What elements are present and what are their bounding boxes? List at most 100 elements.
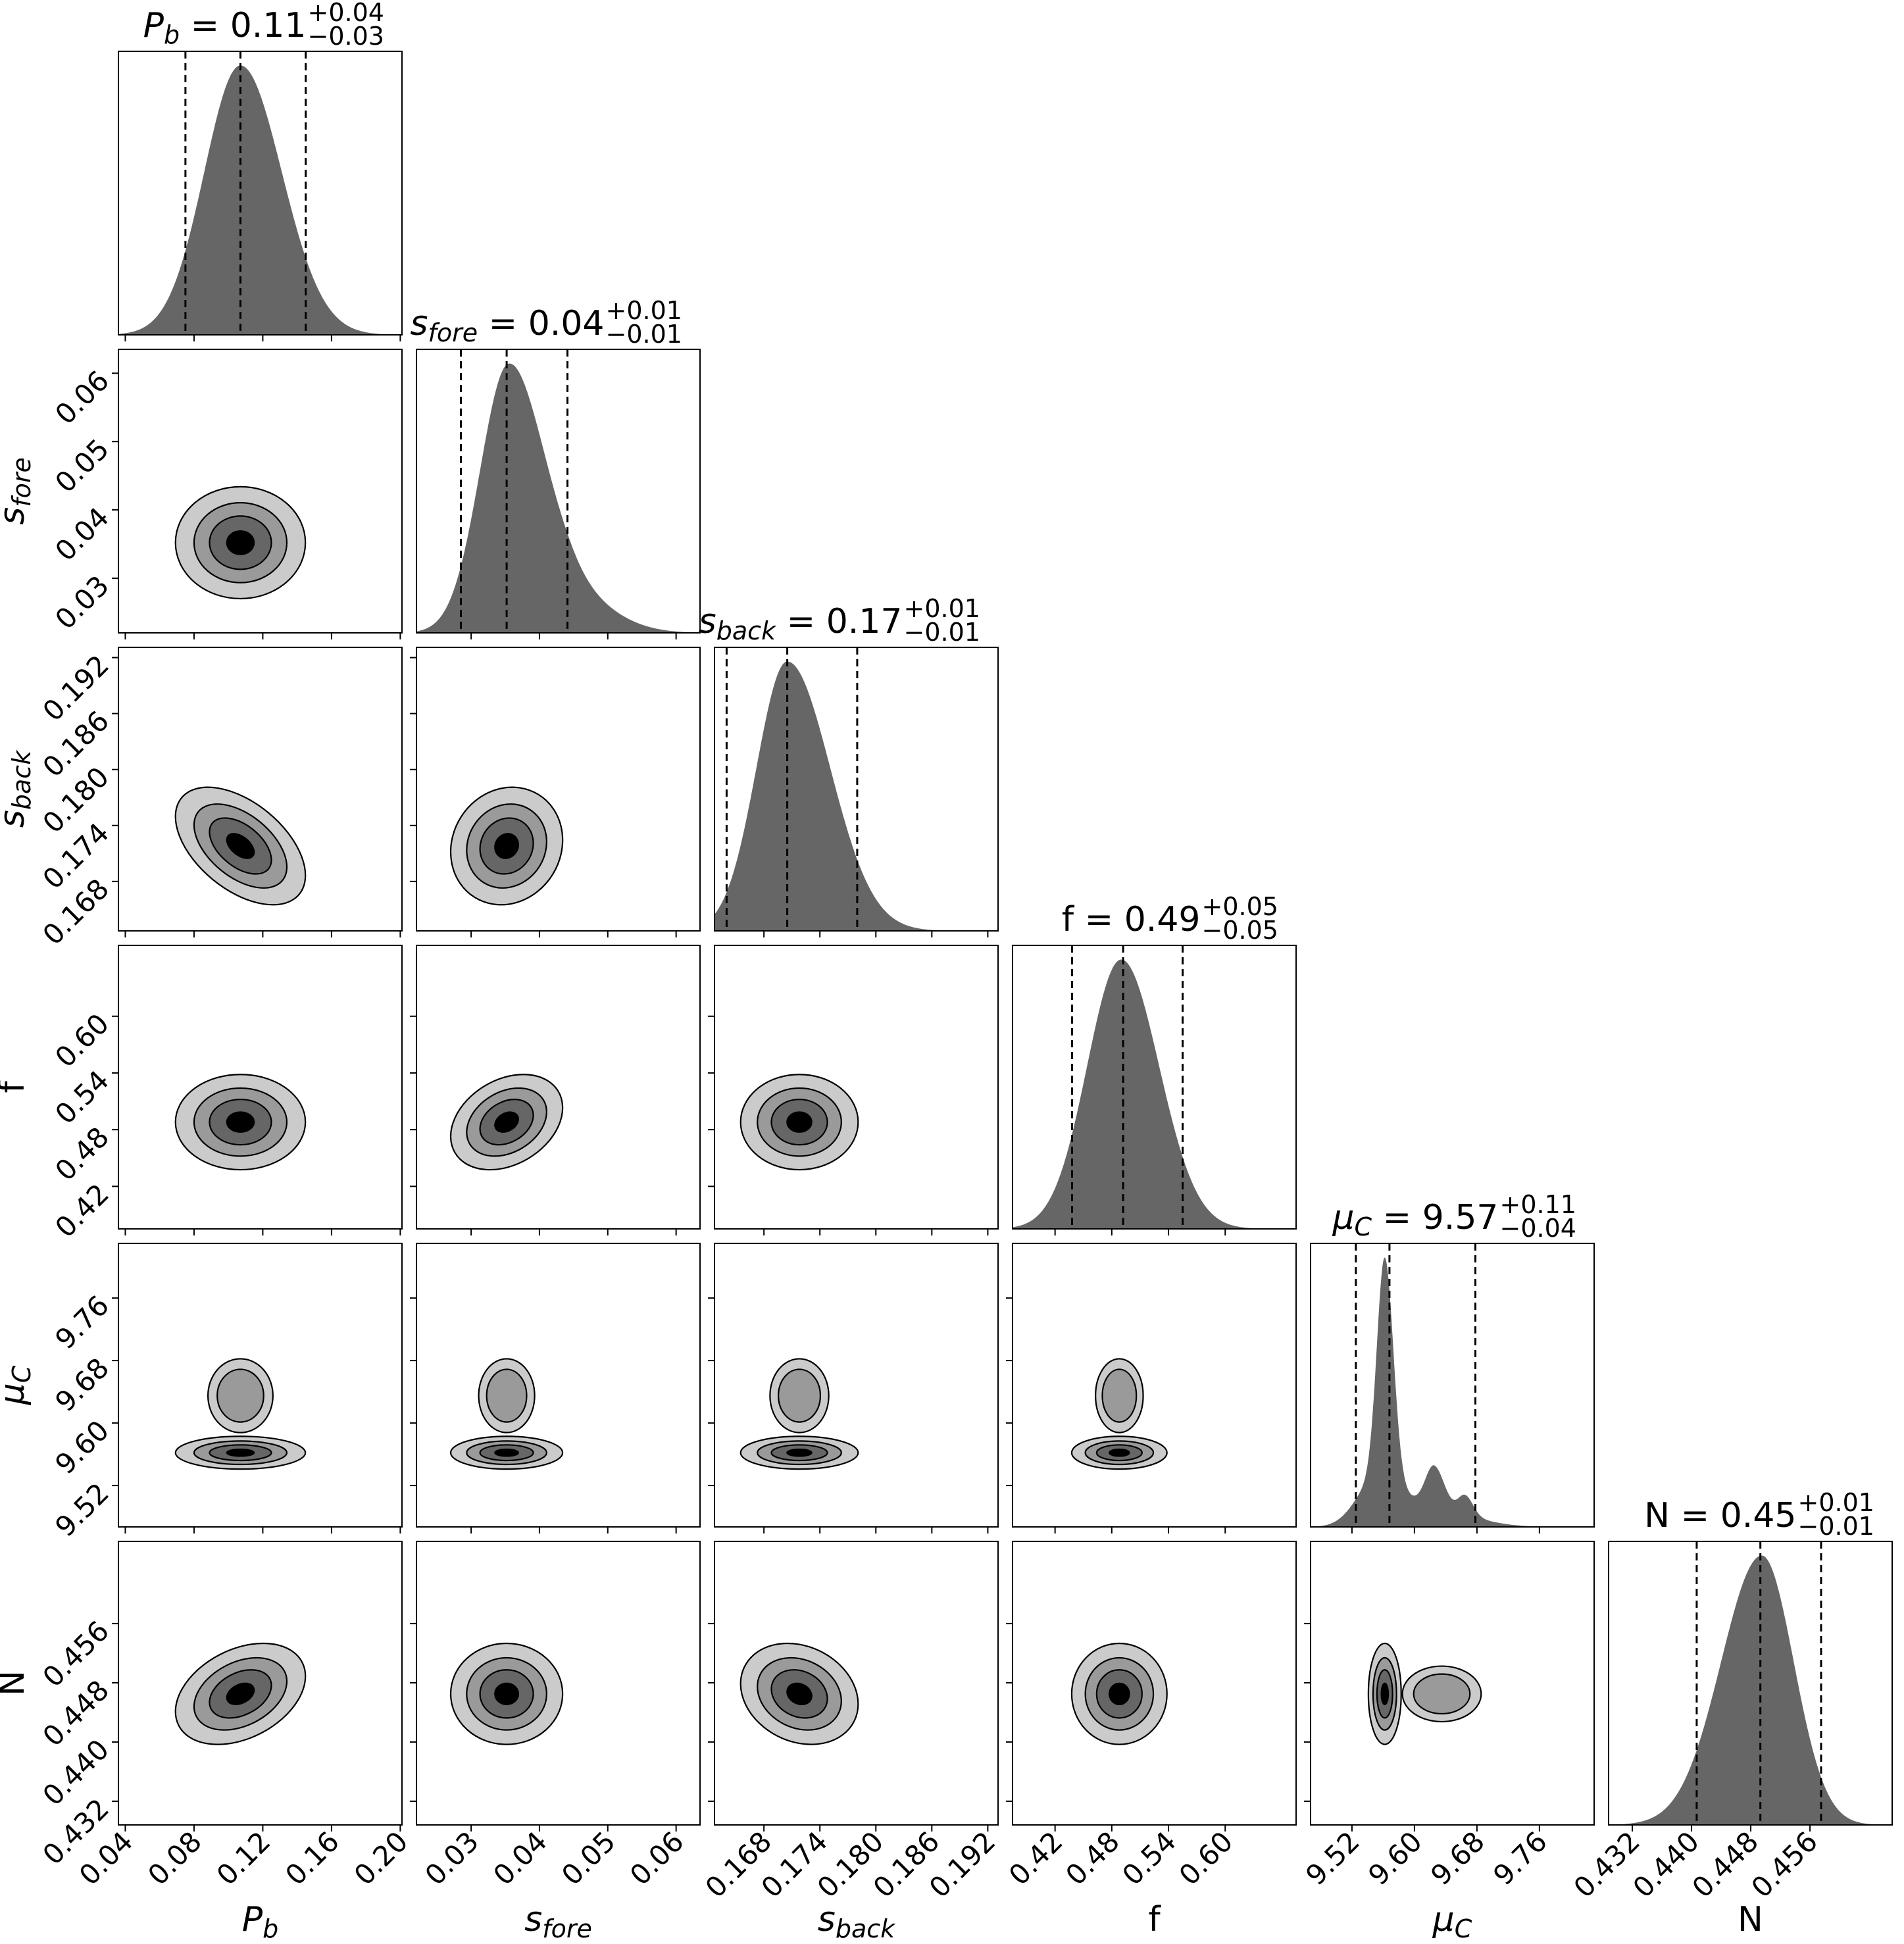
panel-plot-area: [739, 1074, 859, 1171]
x-tick-label: 0.08: [141, 1825, 208, 1891]
panel-plot-area: [449, 786, 564, 906]
x-tick-label: 0.48: [1059, 1825, 1126, 1891]
title-equals: =: [1670, 1496, 1720, 1535]
x-tick-label: 0.03: [418, 1825, 485, 1891]
contour-level-4: [786, 1111, 813, 1133]
axis-label-subscript: fore: [7, 457, 36, 507]
contour-level-4: [226, 1111, 255, 1133]
panel-frame: [416, 945, 701, 1230]
title-upper-error: +0.01: [1798, 1488, 1874, 1517]
contour-panel-Pb-vs-muC: [112, 1243, 403, 1533]
panel-frame: [1012, 1541, 1297, 1826]
panel-frame: [416, 349, 701, 634]
contour-panel-sback-vs-N: [708, 1541, 999, 1832]
x-tick-label: 0.16: [279, 1825, 345, 1891]
title-equals: =: [1372, 1198, 1422, 1237]
title-subscript: C: [1355, 1212, 1372, 1241]
panel-frame: [1012, 1243, 1297, 1528]
title-value: 0.11: [230, 6, 307, 45]
panel-frame: [118, 349, 403, 634]
contour-level-4: [494, 1111, 520, 1133]
contour-level-4: [1109, 1682, 1130, 1706]
histogram-fill: [714, 661, 998, 931]
title-upper-error: +0.01: [606, 296, 682, 325]
panel-title: μC = 9.57: [1332, 1198, 1498, 1241]
contour-level-4: [226, 1448, 255, 1457]
histogram-panel-Pb: Pb = 0.11 +0.04−0.03: [118, 0, 403, 341]
contour-level-4: [786, 1682, 813, 1706]
contour-level-4: [1380, 1682, 1390, 1706]
panel-title: f = 0.49: [1062, 900, 1201, 939]
title-subscript: b: [164, 20, 180, 49]
axis-label-subscript: C: [1455, 1914, 1472, 1943]
panel-plot-area: [174, 786, 307, 906]
y-tick-label: 0.03: [49, 569, 115, 636]
panel-plot-area: [118, 51, 402, 335]
title-lower-error: −0.01: [1798, 1512, 1874, 1541]
y-tick-label: 0.54: [49, 1064, 115, 1130]
y-axis-label-sfore: sfore: [0, 457, 36, 525]
panel-plot-area: [1367, 1642, 1482, 1745]
contour-panel-Pb-vs-N: [112, 1541, 403, 1832]
axis-label-symbol: s: [0, 507, 32, 525]
contour-level-4: [1109, 1448, 1130, 1457]
panel-plot-area: [449, 1358, 564, 1470]
title-lower-error: −0.01: [606, 320, 682, 349]
panel-frame: [118, 51, 403, 336]
x-tick-label: 9.60: [1362, 1825, 1428, 1891]
panel-frame: [1310, 1541, 1595, 1826]
title-value: 0.45: [1720, 1496, 1797, 1535]
title-lower-error: −0.05: [1202, 916, 1278, 945]
panel-plot-area: [449, 1074, 564, 1171]
x-tick-label: 0.54: [1116, 1825, 1182, 1891]
panel-frame: [714, 1541, 999, 1826]
histogram-panel-N: N = 0.45 +0.01−0.01: [1608, 1488, 1893, 1832]
contour-level-4: [494, 1682, 520, 1706]
contour-level-secondary: [1101, 1368, 1138, 1423]
y-tick-label: 0.48: [49, 1121, 115, 1187]
x-axis-label-sfore: sfore: [524, 1900, 592, 1943]
title-value: 0.04: [528, 304, 605, 343]
contour-panel-sfore-vs-sback: [410, 647, 701, 937]
contour-level-4: [786, 1448, 813, 1457]
y-axis-label-N: N: [0, 1670, 32, 1696]
title-subscript: fore: [428, 318, 478, 347]
x-tick-label: 9.68: [1424, 1825, 1491, 1891]
title-lower-error: −0.03: [308, 22, 384, 51]
panel-plot-area: [714, 647, 998, 931]
contour-level-secondary: [486, 1368, 528, 1423]
y-tick-label: 0.448: [36, 1674, 115, 1753]
panel-frame: [1310, 1243, 1595, 1528]
title-lower-error: −0.01: [904, 618, 980, 647]
title-equals: =: [180, 6, 230, 45]
axis-label-symbol: μ: [0, 1383, 32, 1405]
x-axis-label-sback: sback: [818, 1900, 896, 1943]
contour-level-secondary: [1413, 1673, 1471, 1715]
title-symbol: N: [1644, 1496, 1670, 1535]
panel-frame: [1012, 945, 1297, 1230]
x-tick-label: 9.76: [1487, 1825, 1553, 1891]
x-tick-label: 0.12: [211, 1825, 277, 1891]
panel-frame: [118, 1541, 403, 1826]
y-tick-label: 0.456: [36, 1614, 115, 1693]
panel-frame: [714, 647, 999, 932]
x-axis-label-f: f: [1148, 1900, 1161, 1939]
contour-level-4: [494, 833, 520, 859]
y-tick-label: 0.04: [49, 501, 115, 567]
y-axis-label-sback: sback: [0, 749, 36, 828]
y-tick-label: 9.76: [49, 1289, 115, 1356]
x-tick-label: 0.440: [1626, 1825, 1705, 1904]
histogram-fill: [1013, 959, 1296, 1229]
x-tick-label: 0.42: [1003, 1825, 1069, 1891]
x-tick-label: 0.20: [348, 1825, 414, 1891]
contour-panel-f-vs-N: [1006, 1541, 1297, 1832]
title-symbol: P: [143, 6, 164, 45]
contour-level-4: [494, 1448, 520, 1457]
panel-plot-area: [416, 349, 700, 633]
panel-title: Pb = 0.11: [143, 6, 307, 49]
x-tick-label: 0.60: [1173, 1825, 1240, 1891]
panel-frame: [118, 1243, 403, 1528]
panel-plot-area: [174, 1074, 307, 1171]
axis-label-subscript: fore: [542, 1914, 592, 1943]
